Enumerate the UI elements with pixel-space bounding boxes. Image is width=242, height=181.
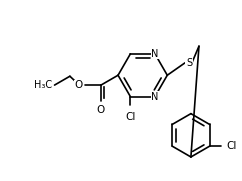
Text: N: N <box>151 49 159 59</box>
Text: O: O <box>97 105 105 115</box>
Text: S: S <box>186 58 192 68</box>
Text: Cl: Cl <box>125 112 136 122</box>
Text: H₃C: H₃C <box>34 80 53 90</box>
Text: Cl: Cl <box>227 141 237 151</box>
Text: O: O <box>74 80 82 90</box>
Text: N: N <box>151 92 159 102</box>
